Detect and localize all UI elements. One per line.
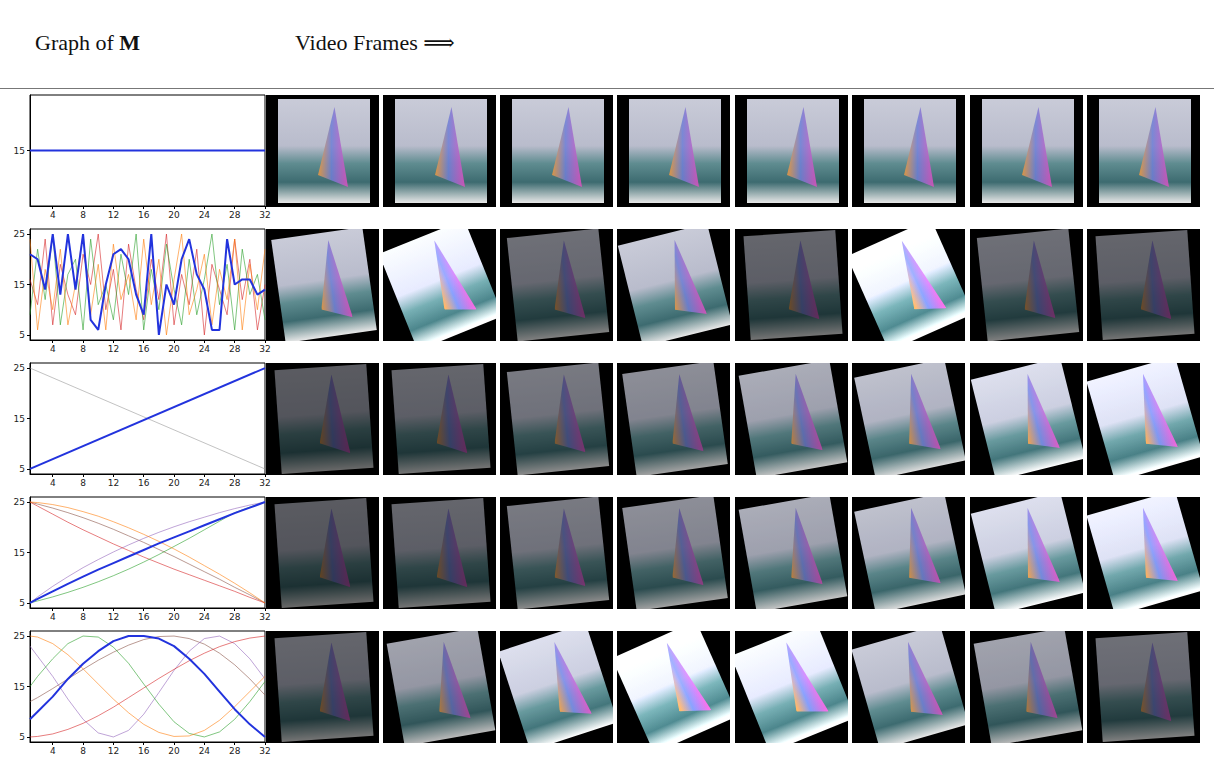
svg-text:8: 8 — [80, 210, 86, 220]
svg-text:32: 32 — [259, 344, 270, 354]
svg-text:4: 4 — [50, 612, 56, 622]
svg-text:15: 15 — [14, 682, 25, 692]
svg-text:5: 5 — [19, 732, 25, 742]
svg-text:4: 4 — [50, 210, 56, 220]
svg-text:8: 8 — [80, 612, 86, 622]
svg-text:20: 20 — [168, 612, 180, 622]
svg-text:12: 12 — [108, 612, 119, 622]
svg-text:25: 25 — [14, 363, 25, 373]
svg-text:20: 20 — [168, 344, 180, 354]
svg-text:28: 28 — [229, 344, 241, 354]
svg-text:16: 16 — [138, 210, 150, 220]
svg-text:24: 24 — [199, 210, 211, 220]
svg-text:24: 24 — [199, 746, 211, 756]
svg-text:12: 12 — [108, 746, 119, 756]
svg-text:12: 12 — [108, 210, 119, 220]
html-text:Graph of M: Graph of M — [35, 30, 141, 55]
svg-text:16: 16 — [138, 478, 150, 488]
svg-text:15: 15 — [14, 280, 25, 290]
svg-text:32: 32 — [259, 746, 270, 756]
svg-text:32: 32 — [259, 612, 270, 622]
svg-text:28: 28 — [229, 612, 241, 622]
svg-text:24: 24 — [199, 478, 211, 488]
svg-text:24: 24 — [199, 344, 211, 354]
svg-text:24: 24 — [199, 612, 211, 622]
svg-text:28: 28 — [229, 210, 241, 220]
svg-text:12: 12 — [108, 478, 119, 488]
svg-text:20: 20 — [168, 478, 180, 488]
svg-text:15: 15 — [14, 414, 25, 424]
svg-text:15: 15 — [14, 548, 25, 558]
svg-text:4: 4 — [50, 344, 56, 354]
svg-text:20: 20 — [168, 746, 180, 756]
svg-text:5: 5 — [19, 330, 25, 340]
svg-text:32: 32 — [259, 210, 270, 220]
svg-text:16: 16 — [138, 344, 150, 354]
svg-text:12: 12 — [108, 344, 119, 354]
svg-text:8: 8 — [80, 746, 86, 756]
svg-text:25: 25 — [14, 229, 25, 239]
svg-text:4: 4 — [50, 478, 56, 488]
svg-text:15: 15 — [14, 146, 25, 156]
html-text:Video Frames ⟹: Video Frames ⟹ — [295, 30, 455, 55]
svg-text:5: 5 — [19, 598, 25, 608]
svg-text:4: 4 — [50, 746, 56, 756]
svg-text:8: 8 — [80, 344, 86, 354]
svg-text:28: 28 — [229, 746, 241, 756]
svg-text:8: 8 — [80, 478, 86, 488]
svg-text:5: 5 — [19, 464, 25, 474]
svg-text:16: 16 — [138, 612, 150, 622]
svg-text:25: 25 — [14, 631, 25, 641]
svg-text:25: 25 — [14, 497, 25, 507]
svg-text:20: 20 — [168, 210, 180, 220]
svg-text:28: 28 — [229, 478, 241, 488]
svg-text:32: 32 — [259, 478, 270, 488]
svg-text:16: 16 — [138, 746, 150, 756]
